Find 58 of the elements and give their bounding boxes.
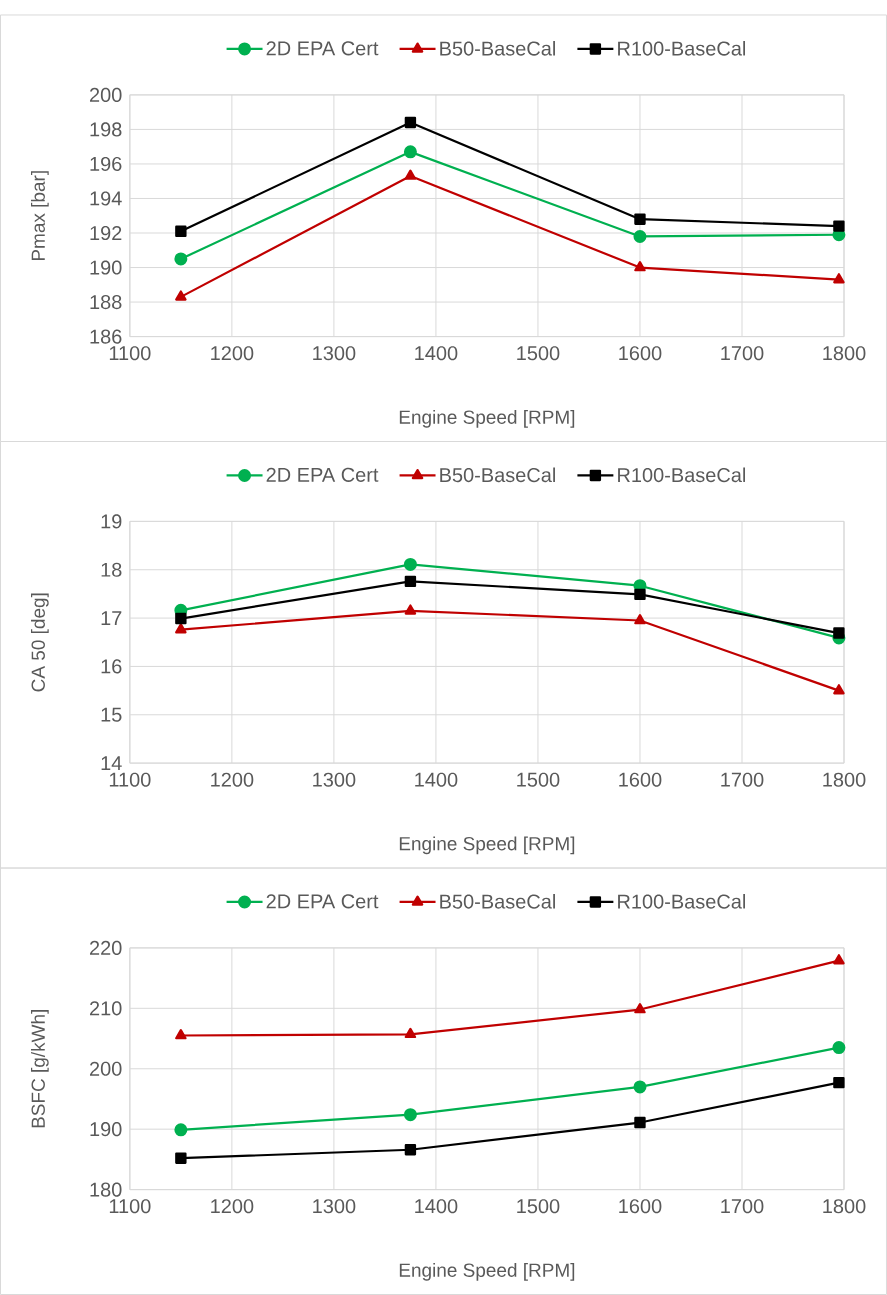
legend-label: 2D EPA Cert: [266, 894, 379, 909]
x-tick-label: 1300: [313, 346, 356, 361]
x-tick-label: 1500: [517, 1199, 560, 1214]
x-tick-label: 1800: [823, 346, 866, 361]
y-tick-label: 15: [101, 707, 122, 722]
y-tick-label: 17: [101, 611, 122, 625]
y-tick-label: 14: [101, 756, 122, 770]
y-tick-label: 18: [101, 562, 122, 577]
y-tick-label: 16: [101, 659, 122, 674]
x-tick-label: 1200: [211, 772, 254, 787]
x-tick-label: 1100: [109, 1199, 151, 1214]
x-axis-title: Engine Speed [RPM]: [399, 1262, 575, 1281]
x-tick-label: 1400: [415, 1199, 458, 1214]
y-tick-label: 188: [90, 295, 122, 310]
legend-label: B50-BaseCal: [440, 40, 555, 56]
x-tick-label: 1300: [313, 772, 356, 787]
x-tick-label: 1100: [109, 772, 151, 787]
y-tick-label: 180: [90, 1182, 122, 1197]
y-axis-title: Pmax [bar]: [31, 171, 49, 261]
y-axis-title: BSFC [g/kWh]: [31, 1010, 49, 1128]
legend-label: 2D EPA Cert: [266, 467, 379, 482]
legend-label: R100-BaseCal: [618, 40, 746, 56]
x-axis-title: Engine Speed [RPM]: [399, 409, 575, 428]
legend-label: B50-BaseCal: [440, 893, 555, 909]
y-tick-label: 194: [90, 191, 122, 206]
y-tick-label: 186: [90, 329, 122, 344]
x-tick-label: 1700: [721, 772, 764, 787]
y-tick-label: 210: [90, 1001, 122, 1016]
x-tick-label: 1400: [415, 346, 458, 361]
y-tick-label: 19: [101, 514, 122, 529]
x-tick-label: 1600: [619, 772, 662, 787]
legend-label: B50-BaseCal: [440, 467, 555, 483]
x-tick-label: 1700: [721, 346, 764, 361]
y-tick-label: 190: [90, 1122, 122, 1137]
y-tick-label: 192: [90, 225, 122, 241]
x-tick-label: 1600: [619, 1199, 662, 1214]
legend-label: R100-BaseCal: [618, 467, 746, 483]
x-tick-label: 1600: [619, 346, 662, 361]
x-tick-label: 1100: [109, 346, 151, 361]
y-tick-label: 200: [90, 1061, 122, 1076]
x-axis-title: Engine Speed [RPM]: [399, 836, 575, 855]
x-tick-label: 1800: [823, 1199, 866, 1214]
y-tick-label: 198: [90, 122, 122, 137]
x-tick-label: 1500: [517, 346, 560, 361]
x-tick-label: 1400: [415, 772, 458, 787]
y-tick-label: 196: [90, 156, 122, 172]
y-tick-label: 190: [90, 260, 122, 275]
legend-label: R100-BaseCal: [618, 893, 746, 909]
x-tick-label: 1200: [211, 346, 254, 361]
x-tick-label: 1500: [517, 772, 560, 787]
y-tick-label: 200: [90, 87, 122, 102]
x-tick-label: 1800: [823, 772, 866, 787]
y-tick-label: 220: [90, 940, 122, 955]
legend-label: 2D EPA Cert: [266, 41, 379, 56]
x-tick-label: 1300: [313, 1199, 356, 1214]
x-tick-label: 1200: [211, 1199, 254, 1214]
x-tick-label: 1700: [721, 1199, 764, 1214]
y-axis-title: CA 50 [deg]: [31, 593, 49, 692]
